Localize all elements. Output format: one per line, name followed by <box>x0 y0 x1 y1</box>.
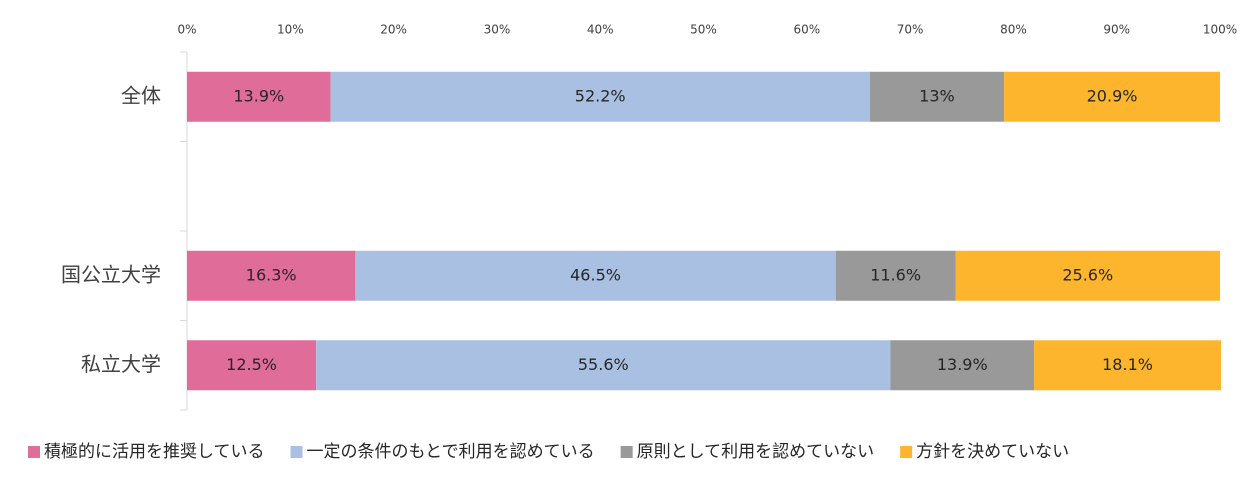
category-label: 私立大学 <box>81 352 161 376</box>
data-label: 46.5% <box>570 265 621 284</box>
bar-segment <box>890 340 1035 391</box>
data-label: 52.2% <box>575 86 626 105</box>
bar-segment <box>330 71 870 122</box>
bar-segment <box>835 250 956 301</box>
bar-segment <box>187 71 331 122</box>
bar-segment <box>1004 71 1220 122</box>
category-label: 全体 <box>121 83 161 107</box>
data-label: 13.9% <box>233 86 284 105</box>
data-label: 12.5% <box>226 355 277 374</box>
data-label: 25.6% <box>1062 265 1113 284</box>
data-label: 13.9% <box>937 355 988 374</box>
data-label: 55.6% <box>578 355 629 374</box>
legend-label: 積極的に活用を推奨している <box>44 442 265 462</box>
bar-segment <box>869 71 1005 122</box>
bar-segment <box>187 340 317 391</box>
legend-swatch <box>900 446 913 458</box>
x-tick-label: 70% <box>897 23 924 37</box>
x-tick-label: 60% <box>793 23 820 37</box>
bar-segment <box>955 250 1220 301</box>
x-tick-label: 50% <box>690 23 717 37</box>
category-label: 国公立大学 <box>61 262 161 286</box>
legend-swatch <box>620 446 633 458</box>
x-tick-label: 40% <box>587 23 614 37</box>
legend-swatch <box>28 446 40 458</box>
x-tick-label: 0% <box>177 23 196 37</box>
data-label: 16.3% <box>246 265 297 284</box>
x-tick-label: 90% <box>1103 23 1130 37</box>
bar-segment <box>187 250 356 301</box>
x-tick-label: 20% <box>380 23 407 37</box>
x-tick-label: 10% <box>277 23 304 37</box>
bar-segment <box>1034 340 1222 391</box>
legend-label: 原則として利用を認めていない <box>637 442 875 462</box>
bar-segment <box>355 250 836 301</box>
legend-label: 方針を決めていない <box>916 442 1069 462</box>
data-label: 11.6% <box>870 265 921 284</box>
x-tick-label: 80% <box>1000 23 1027 37</box>
data-label: 20.9% <box>1087 86 1138 105</box>
data-label: 18.1% <box>1102 355 1153 374</box>
x-tick-label: 30% <box>484 23 511 37</box>
data-label: 13% <box>919 86 955 105</box>
legend-swatch <box>290 446 303 458</box>
x-tick-label: 100% <box>1203 23 1237 37</box>
bar-segment <box>316 340 891 391</box>
legend-label: 一定の条件のもとで利用を認めている <box>307 442 595 462</box>
